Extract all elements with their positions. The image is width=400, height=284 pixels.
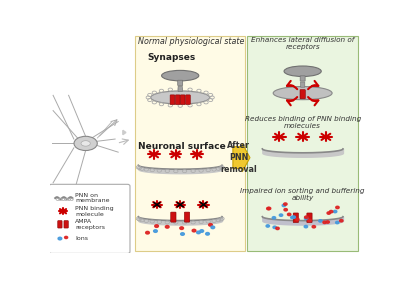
- Circle shape: [181, 233, 184, 235]
- Text: PNN binding
molecule: PNN binding molecule: [76, 206, 114, 217]
- FancyBboxPatch shape: [178, 86, 182, 92]
- Circle shape: [146, 231, 149, 234]
- Ellipse shape: [81, 141, 90, 146]
- Text: Reduces binding of PNN binding
molecules: Reduces binding of PNN binding molecules: [244, 116, 361, 129]
- Circle shape: [282, 204, 286, 207]
- Circle shape: [336, 221, 339, 224]
- FancyBboxPatch shape: [178, 80, 183, 85]
- Circle shape: [296, 218, 299, 221]
- Ellipse shape: [151, 91, 210, 104]
- Circle shape: [267, 207, 271, 210]
- FancyBboxPatch shape: [170, 95, 175, 105]
- Circle shape: [326, 221, 329, 223]
- Polygon shape: [123, 130, 126, 135]
- Circle shape: [292, 216, 296, 218]
- FancyBboxPatch shape: [300, 82, 305, 87]
- Circle shape: [336, 206, 339, 209]
- Circle shape: [154, 230, 157, 232]
- Circle shape: [267, 207, 270, 210]
- FancyBboxPatch shape: [247, 36, 358, 250]
- Circle shape: [340, 220, 343, 222]
- Circle shape: [266, 225, 270, 227]
- FancyBboxPatch shape: [184, 212, 190, 222]
- Circle shape: [276, 227, 279, 229]
- Circle shape: [209, 224, 212, 226]
- FancyBboxPatch shape: [307, 213, 312, 223]
- FancyArrow shape: [233, 143, 250, 172]
- Circle shape: [180, 227, 184, 229]
- Circle shape: [334, 210, 337, 213]
- FancyBboxPatch shape: [175, 95, 180, 105]
- Ellipse shape: [273, 87, 332, 100]
- FancyBboxPatch shape: [135, 36, 245, 250]
- Circle shape: [304, 216, 308, 218]
- Circle shape: [304, 217, 308, 220]
- Circle shape: [197, 231, 200, 234]
- Ellipse shape: [74, 136, 97, 151]
- Text: Neuronal surface: Neuronal surface: [138, 142, 226, 151]
- Circle shape: [200, 230, 204, 232]
- Circle shape: [272, 217, 276, 219]
- Circle shape: [291, 216, 294, 219]
- Circle shape: [273, 226, 276, 229]
- Text: Normal physiological state: Normal physiological state: [138, 37, 244, 46]
- FancyBboxPatch shape: [64, 221, 68, 228]
- Text: After
PNN
removal: After PNN removal: [220, 141, 257, 174]
- Text: AMPA
receptors: AMPA receptors: [76, 219, 106, 230]
- Circle shape: [304, 225, 308, 228]
- Circle shape: [319, 220, 322, 222]
- Circle shape: [312, 225, 316, 228]
- Circle shape: [165, 225, 169, 228]
- Circle shape: [308, 219, 311, 222]
- Circle shape: [284, 208, 287, 211]
- Circle shape: [155, 225, 158, 227]
- FancyBboxPatch shape: [58, 221, 62, 228]
- Circle shape: [64, 236, 68, 239]
- Ellipse shape: [162, 70, 199, 81]
- Circle shape: [58, 237, 62, 240]
- Text: Ions: Ions: [76, 236, 88, 241]
- FancyBboxPatch shape: [171, 212, 176, 222]
- FancyBboxPatch shape: [186, 95, 190, 105]
- Ellipse shape: [284, 66, 321, 76]
- Circle shape: [323, 221, 326, 224]
- Circle shape: [330, 210, 333, 213]
- Text: Enhances lateral diffusion of
receptors: Enhances lateral diffusion of receptors: [251, 37, 354, 51]
- Text: Synapses: Synapses: [148, 53, 196, 62]
- FancyBboxPatch shape: [300, 90, 305, 99]
- Circle shape: [211, 226, 215, 229]
- Circle shape: [327, 212, 330, 214]
- Circle shape: [206, 233, 209, 235]
- Circle shape: [192, 229, 196, 232]
- Circle shape: [284, 203, 287, 205]
- Circle shape: [279, 214, 283, 216]
- FancyBboxPatch shape: [49, 184, 130, 253]
- FancyBboxPatch shape: [293, 213, 298, 223]
- Text: PNN on
membrane: PNN on membrane: [76, 193, 110, 204]
- Text: Impaired ion sorting and buffering
ability: Impaired ion sorting and buffering abili…: [240, 188, 365, 201]
- FancyBboxPatch shape: [300, 76, 305, 81]
- Circle shape: [288, 213, 291, 216]
- FancyBboxPatch shape: [180, 95, 185, 105]
